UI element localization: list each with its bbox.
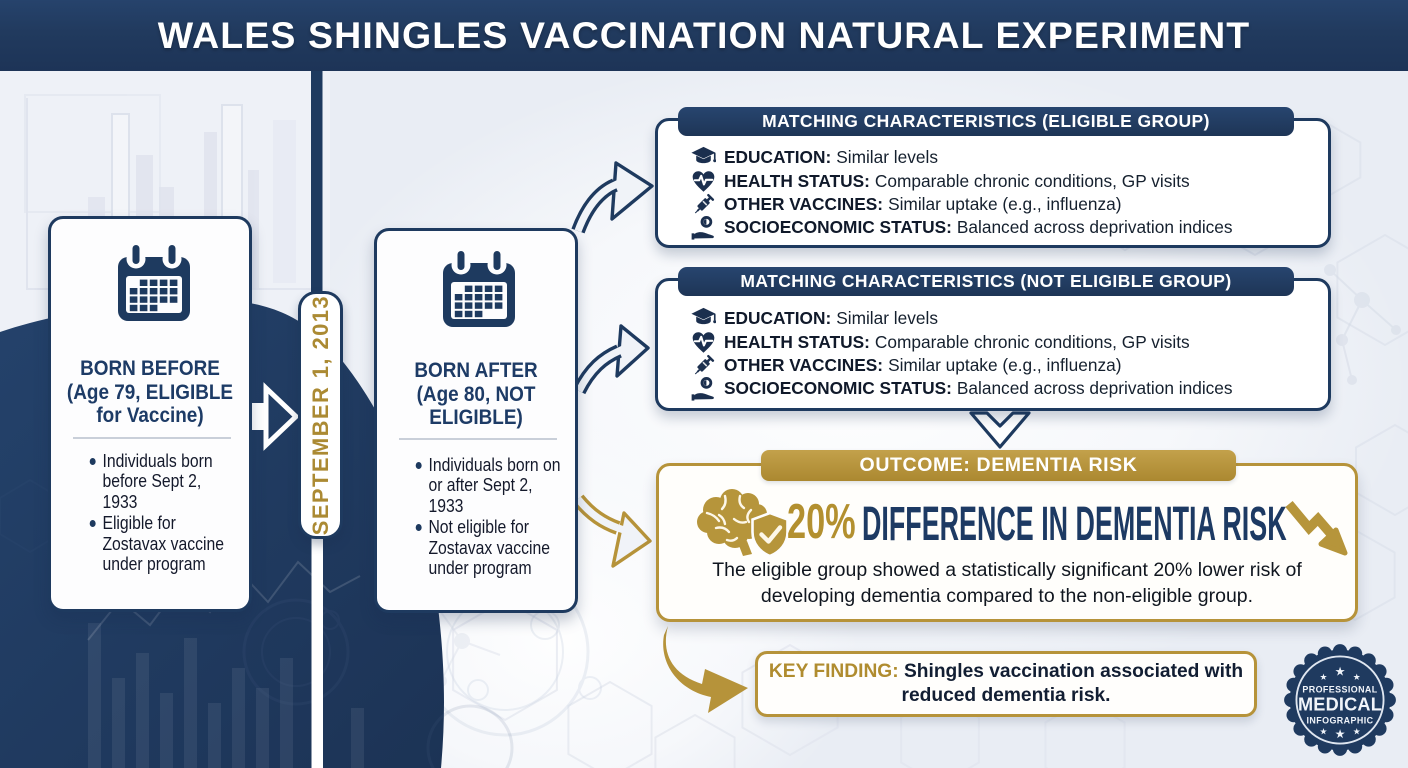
svg-text:INFOGRAPHIC: INFOGRAPHIC [1307, 715, 1374, 725]
svg-text:★: ★ [1352, 727, 1360, 736]
svg-text:★: ★ [1319, 727, 1327, 736]
svg-text:★: ★ [1352, 672, 1360, 681]
svg-text:★: ★ [1335, 729, 1344, 740]
svg-text:MEDICAL: MEDICAL [1298, 694, 1382, 714]
svg-text:★: ★ [1319, 672, 1327, 681]
svg-text:★: ★ [1335, 667, 1344, 678]
svg-text:PROFESSIONAL: PROFESSIONAL [1302, 685, 1377, 695]
